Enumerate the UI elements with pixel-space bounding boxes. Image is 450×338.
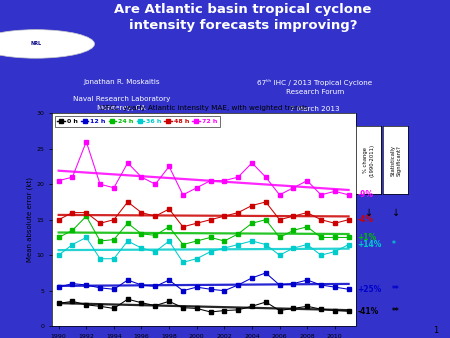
Title: OFCL  yearly Atlantic intensity MAE, with weighted trends: OFCL yearly Atlantic intensity MAE, with… bbox=[100, 105, 307, 112]
Text: *: * bbox=[392, 240, 396, 249]
Text: +1%: +1% bbox=[358, 233, 377, 242]
Text: -4%: -4% bbox=[358, 215, 374, 224]
Text: Are Atlantic basin tropical cyclone
intensity forecasts improving?: Are Atlantic basin tropical cyclone inte… bbox=[114, 3, 372, 32]
Text: -41%: -41% bbox=[358, 307, 379, 316]
Y-axis label: Mean absolute error (kt): Mean absolute error (kt) bbox=[27, 177, 33, 262]
Text: 67ᵗʰ IHC / 2013 Tropical Cyclone
Research Forum

7 March 2013: 67ᵗʰ IHC / 2013 Tropical Cyclone Researc… bbox=[257, 79, 373, 112]
Circle shape bbox=[0, 30, 94, 58]
Text: **: ** bbox=[392, 285, 399, 294]
Text: NRL: NRL bbox=[31, 42, 41, 46]
Text: +14%: +14% bbox=[358, 240, 382, 249]
Text: Jonathan R. Moskaitis

Naval Research Laboratory
Monterey, CA: Jonathan R. Moskaitis Naval Research Lab… bbox=[73, 79, 170, 111]
Text: Statistically
Significant?: Statistically Significant? bbox=[391, 145, 401, 175]
Text: -9%: -9% bbox=[358, 190, 374, 199]
Text: 1: 1 bbox=[433, 325, 439, 335]
Text: % change
(1990-2011): % change (1990-2011) bbox=[364, 144, 374, 177]
Text: ↓: ↓ bbox=[392, 208, 400, 218]
Legend: 0 h, 12 h, 24 h, 36 h, 48 h, 72 h: 0 h, 12 h, 24 h, 36 h, 48 h, 72 h bbox=[55, 116, 220, 127]
Text: **: ** bbox=[392, 307, 399, 316]
Text: +25%: +25% bbox=[358, 285, 382, 294]
Text: ↓: ↓ bbox=[364, 208, 373, 218]
